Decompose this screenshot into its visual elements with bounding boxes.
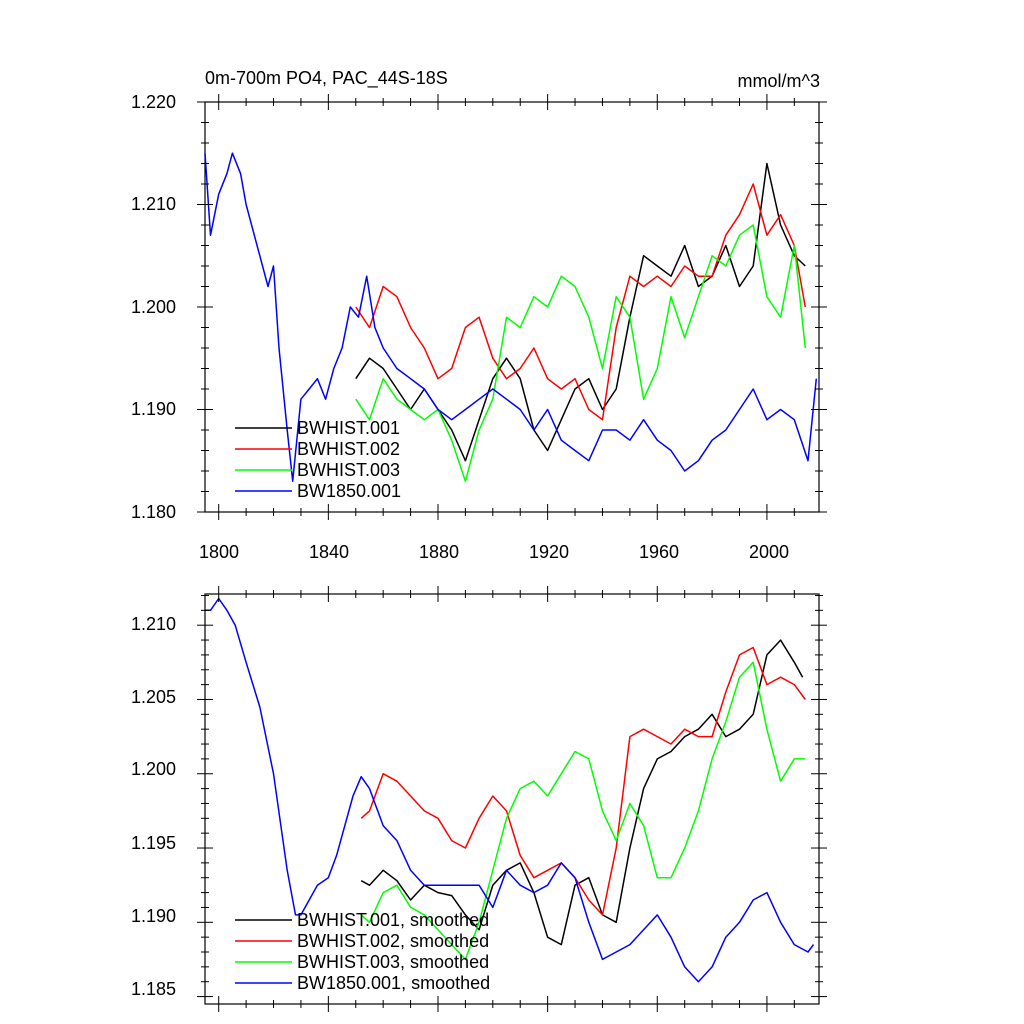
axis-group xyxy=(197,94,827,520)
y-tick-label: 1.195 xyxy=(131,833,176,853)
x-tick-label: 2000 xyxy=(749,542,789,562)
legend-label: BW1850.001 xyxy=(297,481,401,501)
chart-title: 0m-700m PO4, PAC_44S-18S xyxy=(205,68,448,89)
legend-label: BW1850.001, smoothed xyxy=(297,973,490,993)
y-tick-label: 1.210 xyxy=(131,194,176,214)
series-line-bwhist-002 xyxy=(355,183,807,421)
series-line-bwhist-001-smoothed xyxy=(360,639,804,946)
axis-group xyxy=(197,586,827,1012)
y-tick-labels: 1.210 1.205 1.200 1.195 1.190 1.185 xyxy=(131,614,176,999)
y-tick-label: 1.180 xyxy=(131,502,176,522)
x-tick-label: 1880 xyxy=(419,542,459,562)
legend-label: BWHIST.003 xyxy=(297,460,400,480)
series-group xyxy=(204,152,818,482)
legend-label: BWHIST.003, smoothed xyxy=(297,952,489,972)
legend-label: BWHIST.001, smoothed xyxy=(297,910,489,930)
x-tick-labels: 1800 1840 1880 1920 1960 2000 xyxy=(199,542,789,562)
bottom-panel: 1.210 1.205 1.200 1.195 1.190 1.185 BWHI… xyxy=(131,586,827,1012)
x-tick-label: 1920 xyxy=(529,542,569,562)
y-tick-label: 1.200 xyxy=(131,297,176,317)
y-tick-labels: 1.220 1.210 1.200 1.190 1.180 xyxy=(131,92,176,522)
y-tick-label: 1.190 xyxy=(131,399,176,419)
units-label: mmol/m^3 xyxy=(738,71,820,91)
legend-label: BWHIST.001 xyxy=(297,418,400,438)
plot-frame xyxy=(204,593,820,1005)
y-tick-label: 1.190 xyxy=(131,906,176,926)
series-line-bw1850-001 xyxy=(204,152,818,482)
x-tick-label: 1800 xyxy=(199,542,239,562)
x-tick-label: 1960 xyxy=(639,542,679,562)
legend: BWHIST.001, smoothed BWHIST.002, smoothe… xyxy=(235,910,490,993)
y-tick-label: 1.220 xyxy=(131,92,176,112)
series-line-bwhist-003-smoothed xyxy=(360,661,806,961)
series-line-bwhist-002-smoothed xyxy=(360,646,806,916)
legend-label: BWHIST.002 xyxy=(297,439,400,459)
y-tick-label: 1.205 xyxy=(131,687,176,707)
y-tick-label: 1.210 xyxy=(131,614,176,634)
series-line-bwhist-001 xyxy=(355,162,806,462)
series-line-bw1850-001-smoothed xyxy=(205,597,815,983)
y-tick-label: 1.200 xyxy=(131,759,176,779)
series-group xyxy=(205,597,815,983)
top-panel: 0m-700m PO4, PAC_44S-18S mmol/m^3 1.220 … xyxy=(131,68,827,562)
x-tick-label: 1840 xyxy=(309,542,349,562)
legend-label: BWHIST.002, smoothed xyxy=(297,931,489,951)
legend: BWHIST.001 BWHIST.002 BWHIST.003 BW1850.… xyxy=(235,418,401,501)
y-tick-label: 1.185 xyxy=(131,979,176,999)
series-line-bwhist-003 xyxy=(355,224,807,482)
